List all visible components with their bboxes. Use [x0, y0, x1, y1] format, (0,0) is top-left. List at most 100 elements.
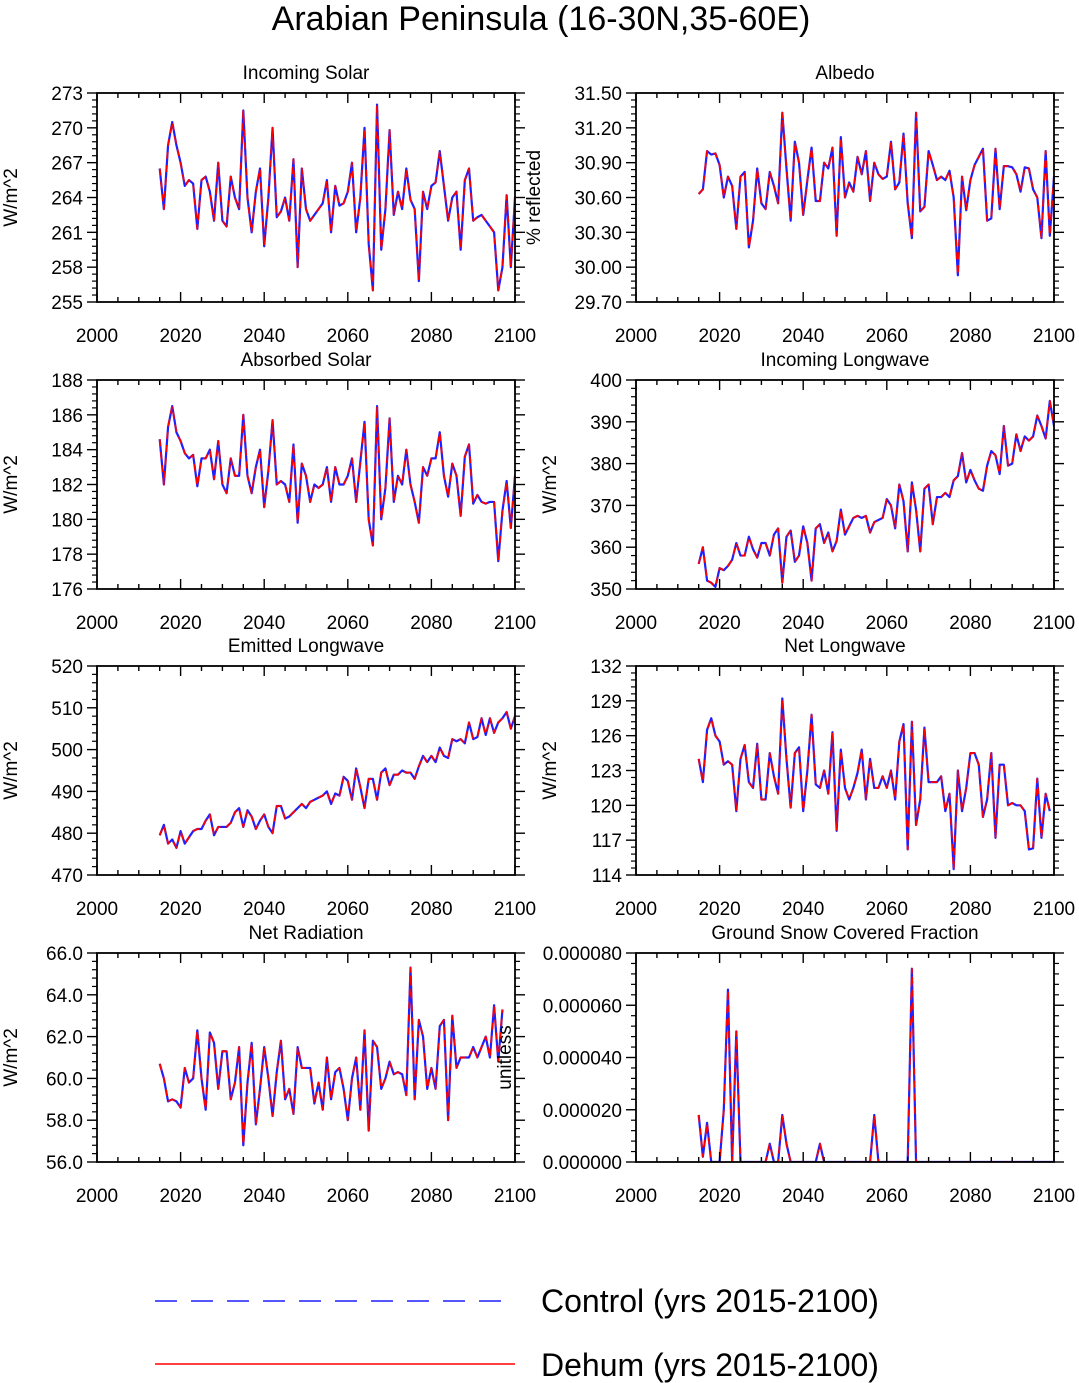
y-tick-label: 267 [51, 154, 83, 175]
x-tick-label: 2000 [76, 613, 118, 634]
x-tick-label: 2100 [1033, 899, 1075, 920]
series-group [697, 967, 1054, 1162]
x-tick-label: 2060 [866, 613, 908, 634]
y-tick-label: 117 [592, 831, 622, 852]
x-tick-label: 2020 [159, 326, 201, 347]
y-tick-label: 0.000040 [543, 1049, 622, 1070]
y-axis-label: W/m^2 [1, 741, 22, 800]
series-line-dehum [697, 399, 1054, 588]
panel-net-longwave: Net Longwave W/m^2 2000 2020 2040 2060 2080 210… [540, 636, 1075, 920]
x-tick-label: 2080 [410, 899, 452, 920]
x-tick-label: 2100 [494, 899, 536, 920]
y-axis-label: W/m^2 [1, 455, 22, 514]
x-tick-label: 2100 [1033, 613, 1075, 634]
x-tick-label: 2060 [866, 326, 908, 347]
panel-title: Net Radiation [248, 923, 363, 944]
series-line-control [697, 697, 1051, 871]
panel-title: Net Longwave [784, 636, 905, 657]
panel-absorbed-solar: Absorbed Solar W/m^2 2000 2020 2040 2060 2080 2… [1, 350, 536, 634]
y-tick-label: 58.0 [46, 1111, 83, 1132]
series-line-control [158, 103, 515, 292]
y-tick-label: 132 [590, 657, 622, 678]
y-tick-label: 0.000080 [543, 944, 622, 965]
y-tick-label: 0.000020 [543, 1101, 622, 1122]
panel-emitted-longwave: Emitted Longwave W/m^2 2000 2020 2040 2060 208… [1, 636, 536, 920]
x-tick-label: 2040 [782, 1186, 824, 1207]
series-line-control [697, 967, 1054, 1162]
y-tick-label: 270 [51, 119, 83, 140]
x-tick-label: 2000 [615, 899, 657, 920]
series-line-control [697, 111, 1054, 277]
x-tick-label: 2100 [1033, 1186, 1075, 1207]
plot-frame [635, 379, 1055, 590]
y-tick-label: 255 [51, 293, 83, 314]
y-tick-label: 370 [590, 496, 622, 517]
panel-albedo: Albedo % reflected 2000 2020 2040 2060 2080 210… [524, 63, 1075, 347]
y-tick-label: 400 [590, 371, 622, 392]
x-tick-label: 2060 [327, 899, 369, 920]
x-tick-label: 2040 [243, 326, 285, 347]
y-tick-label: 30.90 [574, 154, 622, 175]
y-tick-label: 176 [51, 580, 83, 601]
y-tick-label: 178 [51, 545, 83, 566]
x-tick-label: 2040 [782, 899, 824, 920]
series-line-dehum [158, 711, 515, 849]
x-tick-label: 2100 [494, 326, 536, 347]
y-tick-label: 123 [590, 762, 622, 783]
x-tick-label: 2080 [949, 613, 991, 634]
y-tick-label: 129 [590, 692, 622, 713]
x-tick-label: 2020 [159, 1186, 201, 1207]
x-tick-label: 2100 [1033, 326, 1075, 347]
y-tick-label: 66.0 [46, 944, 83, 965]
y-tick-label: 470 [51, 866, 83, 887]
y-tick-label: 380 [590, 455, 622, 476]
y-tick-label: 64.0 [46, 986, 83, 1007]
x-tick-label: 2040 [243, 1186, 285, 1207]
panel-title: Absorbed Solar [241, 350, 373, 371]
y-tick-label: 180 [51, 510, 83, 531]
y-tick-label: 0.000060 [543, 996, 622, 1017]
x-tick-label: 2040 [782, 326, 824, 347]
x-tick-label: 2060 [866, 1186, 908, 1207]
series-line-dehum [697, 967, 1054, 1162]
y-tick-label: 188 [51, 371, 83, 392]
y-tick-label: 360 [590, 538, 622, 559]
x-tick-label: 2040 [243, 613, 285, 634]
series-line-dehum [158, 103, 515, 292]
series-line-dehum [697, 697, 1051, 871]
y-tick-label: 182 [51, 476, 83, 497]
x-tick-label: 2080 [410, 326, 452, 347]
x-tick-label: 2080 [949, 899, 991, 920]
y-tick-label: 30.60 [574, 189, 622, 210]
plot-frame [96, 952, 516, 1163]
series-group [697, 111, 1054, 277]
series-group [158, 405, 515, 563]
x-tick-label: 2000 [76, 1186, 118, 1207]
panels: Incoming Solar W/m^2 2000 2020 2040 2060 2080 2… [1, 63, 1075, 1207]
y-tick-label: 31.20 [574, 119, 622, 140]
series-line-dehum [158, 405, 515, 563]
y-tick-label: 184 [51, 441, 83, 462]
x-tick-label: 2040 [243, 899, 285, 920]
x-tick-label: 2000 [615, 326, 657, 347]
panel-ground-snow-covered-fraction: Ground Snow Covered Fraction unitless 2000… [495, 923, 1075, 1207]
y-tick-label: 350 [590, 580, 622, 601]
series-line-control [158, 710, 515, 849]
y-axis-label: % reflected [524, 150, 545, 245]
y-tick-label: 126 [590, 727, 622, 748]
series-line-dehum [158, 966, 504, 1147]
y-axis-label: W/m^2 [1, 168, 22, 227]
y-tick-label: 30.30 [574, 223, 622, 244]
x-tick-label: 2100 [494, 1186, 536, 1207]
page-title: Arabian Peninsula (16-30N,35-60E) [272, 0, 811, 38]
x-tick-label: 2080 [410, 1186, 452, 1207]
x-tick-label: 2060 [327, 1186, 369, 1207]
panel-incoming-longwave: Incoming Longwave W/m^2 2000 2020 2040 2060 20… [540, 350, 1075, 634]
y-tick-label: 258 [51, 258, 83, 279]
y-axis-label: W/m^2 [540, 741, 561, 800]
plot-frame [96, 665, 516, 876]
x-tick-label: 2060 [327, 613, 369, 634]
y-tick-label: 264 [51, 189, 83, 210]
y-tick-label: 261 [51, 223, 83, 244]
y-axis-label: W/m^2 [1, 1028, 22, 1087]
